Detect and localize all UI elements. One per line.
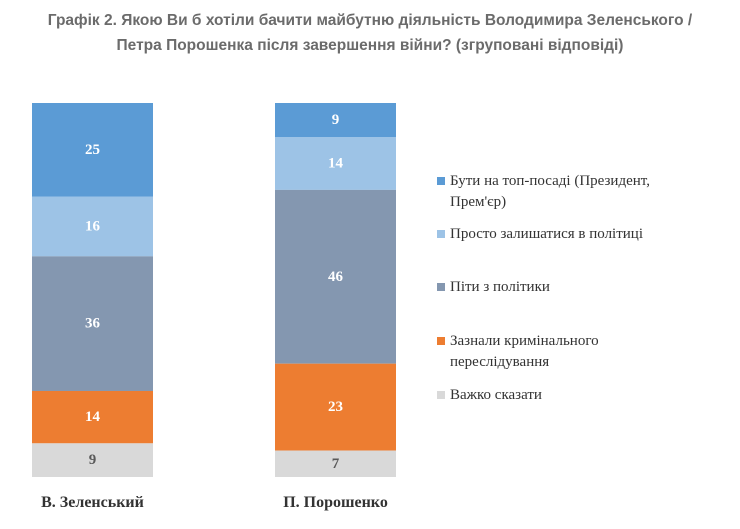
legend-label: Піти з політики	[450, 279, 550, 295]
category-label: П. Порошенко	[283, 494, 388, 511]
legend-item: Бути на топ-посаді (Президент, Прем'єр)	[437, 173, 650, 210]
bar-segment-2-5	[275, 450, 396, 477]
bar-segment-2-2	[275, 137, 396, 190]
legend-label: переслідування	[450, 354, 549, 370]
legend-item: Піти з політики	[437, 279, 550, 295]
category-label: В. Зеленський	[41, 494, 144, 511]
legend-swatch	[437, 283, 445, 291]
data-label: 9	[332, 112, 340, 128]
bar-segment-1-5	[32, 443, 153, 477]
chart-title: Графік 2. Якою Ви б хотіли бачити майбут…	[0, 8, 740, 58]
legend-item: Зазнали кримінального переслідування	[437, 333, 599, 370]
data-label: 25	[85, 142, 100, 158]
data-label: 14	[85, 409, 101, 425]
data-label: 46	[328, 269, 344, 285]
bar-segment-2-4	[275, 363, 396, 451]
legend-swatch	[437, 230, 445, 238]
data-label: 36	[85, 316, 101, 332]
bar-segment-2-1	[275, 103, 396, 137]
legend-swatch	[437, 391, 445, 399]
data-label: 7	[332, 456, 340, 472]
legend-item: Важко сказати	[437, 387, 542, 403]
legend-label: Просто залишатися в політиці	[450, 226, 643, 242]
chart-title-line-2: Петра Порошенка після завершення війни? …	[116, 37, 624, 54]
legend-label: Важко сказати	[450, 387, 542, 403]
legend-swatch	[437, 337, 445, 345]
bar-segment-1-3	[32, 256, 153, 391]
legend-label: Зазнали кримінального	[450, 333, 599, 349]
data-label: 14	[328, 155, 344, 171]
bar-segment-1-4	[32, 390, 153, 444]
data-label: 23	[328, 399, 343, 415]
legend-label: Прем'єр)	[450, 194, 506, 210]
data-label: 9	[89, 452, 97, 468]
bar-segment-2-3	[275, 189, 396, 364]
legend-label: Бути на топ-посаді (Президент,	[450, 173, 650, 189]
data-label: 16	[85, 218, 101, 234]
bar-segment-1-1	[32, 103, 153, 197]
chart-title-line-1: Графік 2. Якою Ви б хотіли бачити майбут…	[47, 12, 693, 29]
bar-segment-1-2	[32, 196, 153, 257]
legend-swatch	[437, 177, 445, 185]
legend-item: Просто залишатися в політиці	[437, 226, 643, 242]
